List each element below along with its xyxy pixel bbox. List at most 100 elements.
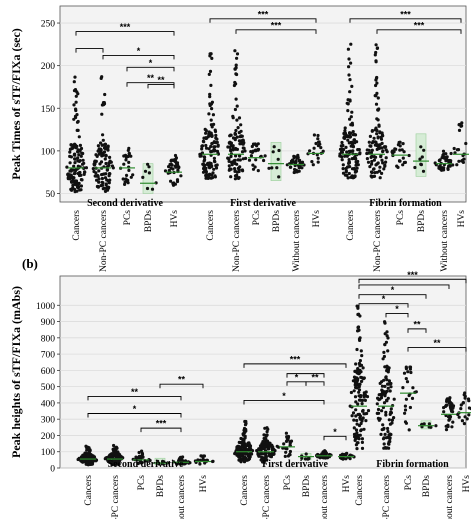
data-point	[447, 160, 451, 164]
significance-label: ***	[258, 9, 269, 19]
data-point	[440, 156, 444, 160]
y-tick-label: 50	[46, 190, 56, 200]
data-point	[71, 183, 75, 187]
significance-label: ***	[156, 419, 167, 429]
data-point	[233, 49, 237, 53]
bracket-line	[323, 435, 347, 441]
data-point	[455, 163, 459, 167]
data-point	[288, 441, 292, 445]
category-points	[338, 42, 362, 180]
y-tick-label: 200	[41, 432, 56, 442]
data-point	[263, 154, 267, 158]
significance-bracket	[75, 48, 104, 53]
data-point	[100, 151, 104, 155]
data-point	[137, 450, 141, 455]
group-label: Fibrin formation	[369, 198, 442, 209]
data-point	[380, 428, 384, 432]
y-tick-label: 300	[41, 416, 56, 426]
data-point	[261, 452, 265, 456]
category-points	[76, 444, 99, 467]
data-point	[397, 159, 402, 163]
data-point	[463, 391, 467, 395]
data-point	[419, 145, 423, 149]
data-point	[268, 441, 272, 445]
bracket-line	[75, 31, 175, 36]
data-point	[376, 108, 380, 112]
data-point	[365, 151, 369, 156]
data-point	[68, 150, 72, 154]
data-point	[209, 176, 213, 180]
data-point	[381, 357, 385, 361]
data-point	[96, 149, 100, 153]
bracket-line	[235, 29, 317, 34]
category-label: Cancers	[355, 475, 365, 506]
data-point	[103, 147, 108, 151]
data-point	[401, 156, 405, 160]
plot-area	[59, 5, 467, 203]
significance-bracket: ***	[209, 9, 317, 23]
data-point	[103, 142, 107, 146]
data-point	[385, 330, 389, 334]
y-tick-label: 150	[41, 105, 56, 115]
data-point	[208, 92, 212, 96]
data-point	[70, 180, 74, 184]
data-point	[76, 119, 80, 124]
data-point	[310, 160, 314, 164]
category-points	[131, 449, 152, 466]
category-label: Cancers	[84, 475, 94, 506]
data-point	[354, 414, 358, 418]
data-point	[74, 146, 78, 150]
category-label: Non-PC cancers	[99, 210, 109, 272]
data-point	[360, 398, 365, 402]
data-point	[251, 167, 256, 171]
data-point	[404, 397, 408, 401]
data-point	[384, 340, 388, 344]
data-point	[82, 459, 86, 463]
data-point	[363, 398, 367, 402]
category-label: BPDs	[302, 475, 312, 497]
category-points	[456, 391, 471, 426]
data-point	[71, 144, 75, 148]
bracket-line	[243, 363, 347, 368]
data-point	[389, 407, 393, 411]
data-point	[207, 174, 211, 178]
data-point	[352, 375, 357, 379]
data-point	[79, 188, 83, 192]
bracket-line	[286, 373, 325, 378]
data-point	[237, 116, 242, 120]
data-point	[389, 432, 393, 437]
data-point	[460, 121, 464, 125]
bracket-line	[209, 18, 317, 23]
data-point	[237, 176, 241, 180]
data-point	[312, 133, 316, 137]
data-point	[72, 164, 76, 168]
category-points	[247, 142, 267, 173]
data-point	[324, 451, 328, 455]
data-point	[406, 370, 410, 374]
category-points	[348, 304, 371, 451]
data-point	[212, 122, 216, 126]
data-point	[379, 155, 383, 159]
significance-bracket	[358, 284, 450, 289]
data-point	[398, 148, 402, 152]
data-point	[107, 179, 111, 183]
data-point	[74, 107, 78, 111]
data-point	[385, 389, 389, 393]
bracket-line	[358, 278, 467, 284]
data-point	[341, 171, 346, 175]
data-point	[356, 436, 360, 440]
data-point	[409, 370, 413, 375]
data-point	[401, 163, 405, 167]
data-point	[267, 453, 271, 458]
data-point	[88, 459, 92, 463]
data-point	[361, 416, 365, 420]
data-point	[235, 147, 239, 151]
data-point	[74, 94, 78, 98]
data-point	[208, 95, 212, 99]
data-point	[451, 420, 455, 424]
significance-bracket: *	[243, 391, 325, 405]
data-point	[208, 161, 212, 165]
data-point	[422, 422, 426, 426]
data-point	[67, 176, 71, 181]
data-point	[210, 173, 214, 177]
